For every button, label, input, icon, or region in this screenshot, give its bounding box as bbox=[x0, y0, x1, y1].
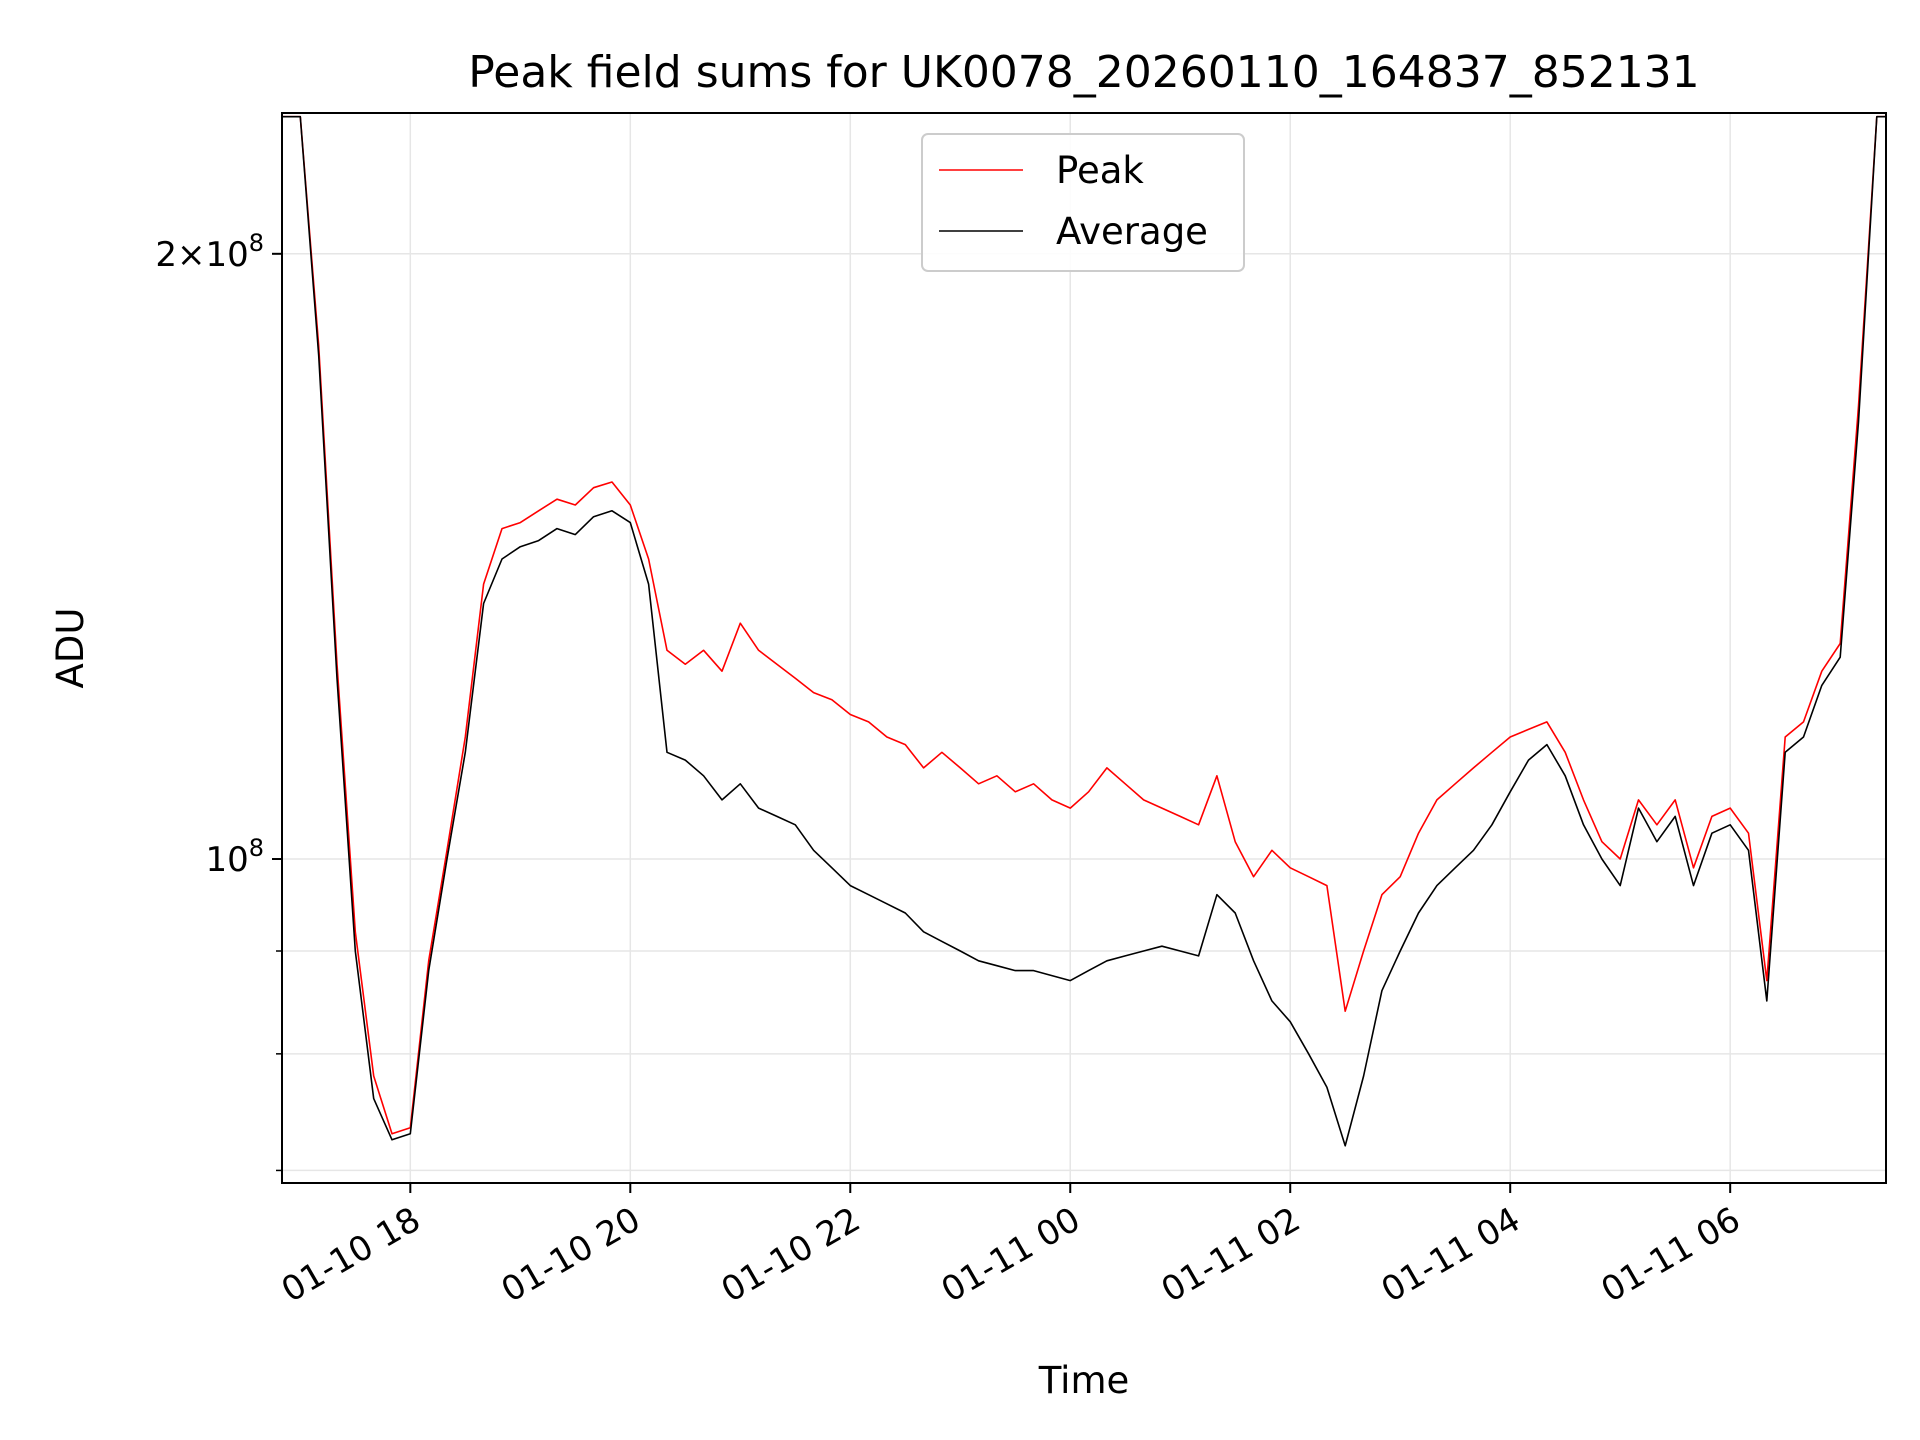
x-axis-label: Time bbox=[1038, 1359, 1130, 1402]
y-axis-label: ADU bbox=[49, 608, 92, 689]
y-tick-label: 2×108 bbox=[155, 229, 264, 275]
legend-label-peak: Peak bbox=[1056, 149, 1144, 192]
plot-frame bbox=[281, 112, 1887, 1184]
y-tick-exponent: 8 bbox=[249, 834, 264, 862]
y-tick-label: 108 bbox=[205, 834, 264, 880]
series-line-peak bbox=[282, 115, 1886, 1135]
series-line-average bbox=[282, 115, 1886, 1147]
series-layer bbox=[282, 115, 1886, 1147]
y-axis: 2×108 108 bbox=[155, 229, 282, 1172]
chart-title: Peak field sums for UK0078_20260110_1648… bbox=[468, 47, 1699, 98]
legend: Peak Average bbox=[921, 133, 1245, 272]
legend-label-average: Average bbox=[1056, 210, 1208, 253]
legend-box bbox=[921, 133, 1245, 272]
y-tick-exponent: 8 bbox=[249, 229, 264, 257]
